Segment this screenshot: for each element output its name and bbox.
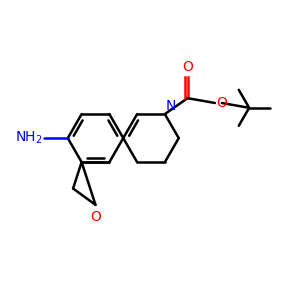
Text: O: O <box>182 60 193 74</box>
Text: N: N <box>166 99 176 113</box>
Text: O: O <box>216 96 227 110</box>
Text: NH$_2$: NH$_2$ <box>14 130 42 146</box>
Text: O: O <box>90 210 101 224</box>
